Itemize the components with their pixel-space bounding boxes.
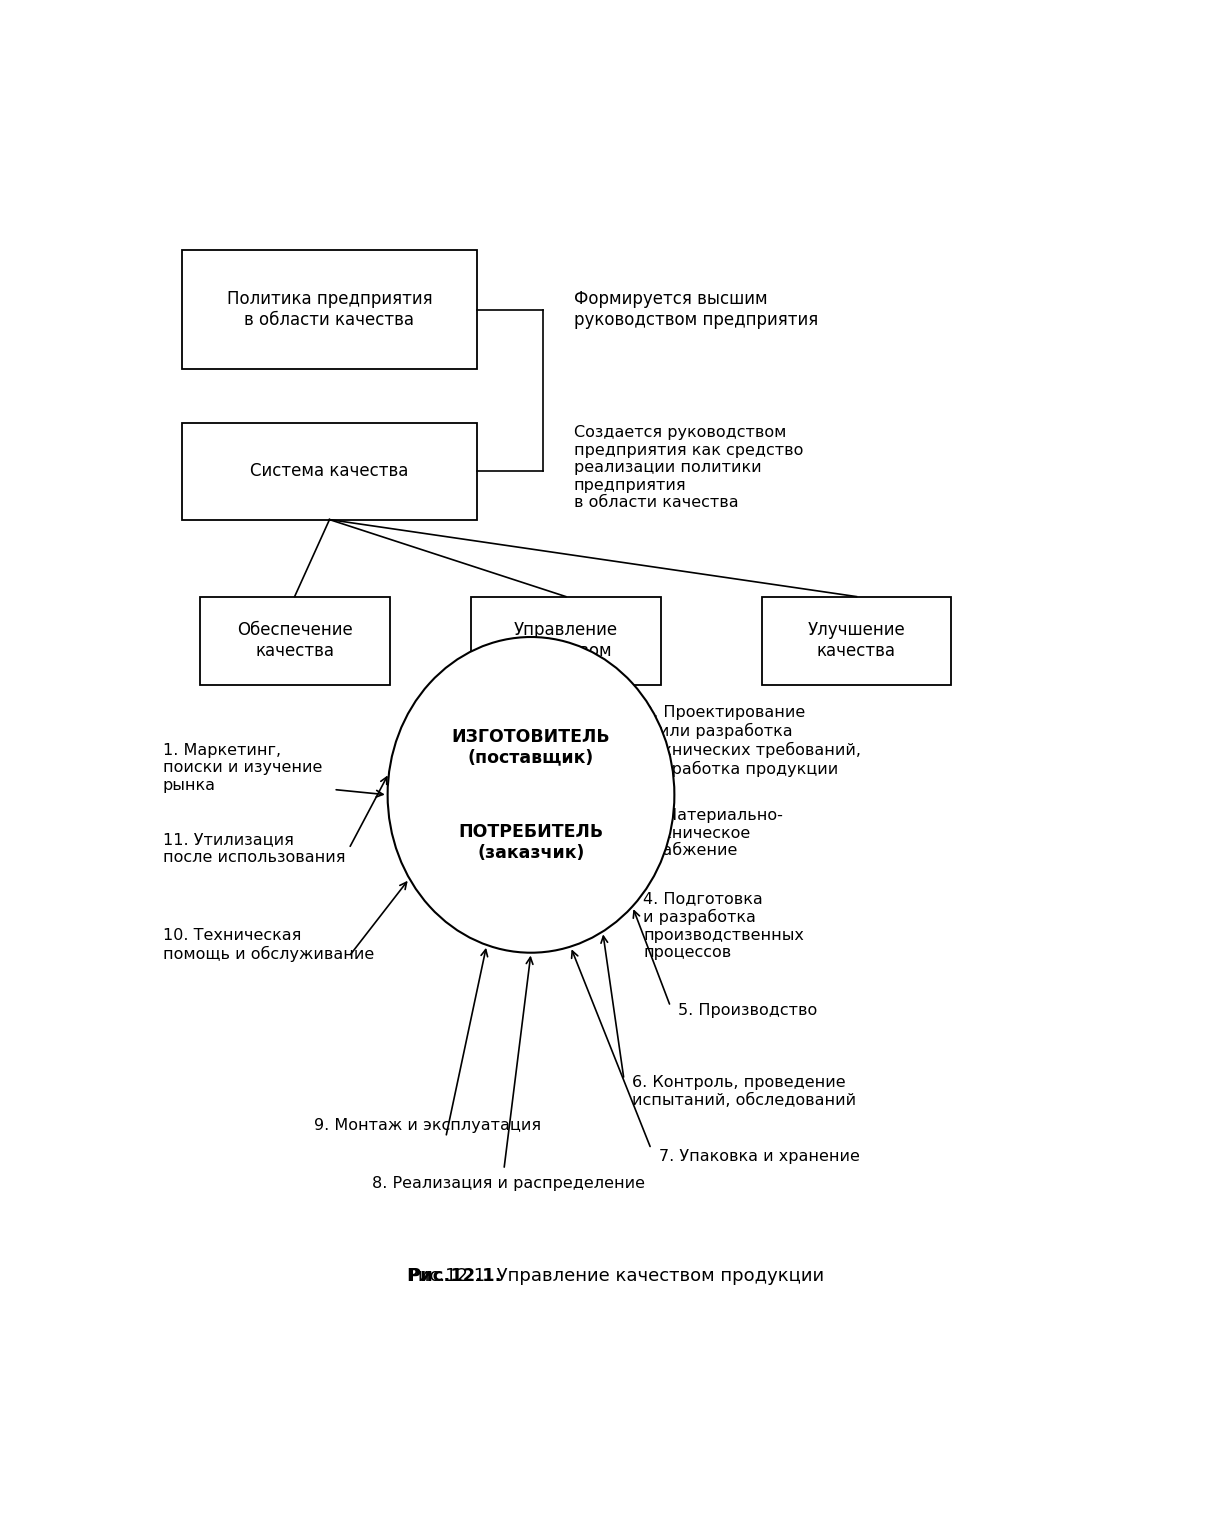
Text: Создается руководством
предприятия как средство
реализации политики
предприятия
: Создается руководством предприятия как с…: [574, 425, 803, 509]
Text: Обеспечение
качества: Обеспечение качества: [237, 621, 352, 661]
Text: Управление
качеством: Управление качеством: [514, 621, 618, 661]
Text: 10. Техническая
помощь и обслуживание: 10. Техническая помощь и обслуживание: [163, 928, 374, 962]
FancyBboxPatch shape: [200, 596, 390, 685]
FancyBboxPatch shape: [183, 251, 477, 370]
Text: Политика предприятия
в области качества: Политика предприятия в области качества: [226, 291, 432, 329]
Text: ИЗГОТОВИТЕЛЬ
(поставщик): ИЗГОТОВИТЕЛЬ (поставщик): [451, 728, 610, 766]
Ellipse shape: [387, 638, 674, 953]
Text: 5. Производство: 5. Производство: [679, 1003, 818, 1018]
Text: 11. Утилизация
после использования: 11. Утилизация после использования: [163, 833, 345, 865]
Text: 8. Реализация и распределение: 8. Реализация и распределение: [373, 1176, 645, 1191]
Text: Рис.12.1. Управление качеством продукции: Рис.12.1. Управление качеством продукции: [407, 1268, 824, 1284]
Text: 4. Подготовка
и разработка
производственных
процессов: 4. Подготовка и разработка производствен…: [644, 891, 805, 960]
Text: Система качества: Система качества: [250, 462, 409, 480]
Text: 2. Проектирование
и/или разработка
технических требований,
разработка продукции: 2. Проектирование и/или разработка техни…: [644, 705, 862, 777]
Text: Формируется высшим
руководством предприятия: Формируется высшим руководством предприя…: [574, 291, 818, 329]
Text: 7. Упаковка и хранение: 7. Упаковка и хранение: [659, 1150, 860, 1164]
Text: 9. Монтаж и эксплуатация: 9. Монтаж и эксплуатация: [315, 1118, 541, 1133]
Text: 6. Контроль, проведение
испытаний, обследований: 6. Контроль, проведение испытаний, обсле…: [632, 1075, 855, 1107]
Text: 1. Маркетинг,
поиски и изучение
рынка: 1. Маркетинг, поиски и изучение рынка: [163, 743, 322, 794]
Text: Улучшение
качества: Улучшение качества: [807, 621, 905, 661]
FancyBboxPatch shape: [471, 596, 661, 685]
Text: 3. Материально-
техническое
снабжение: 3. Материально- техническое снабжение: [644, 809, 783, 858]
Text: ПОТРЕБИТЕЛЬ
(заказчик): ПОТРЕБИТЕЛЬ (заказчик): [459, 823, 604, 862]
FancyBboxPatch shape: [183, 424, 477, 520]
FancyBboxPatch shape: [761, 596, 951, 685]
Text: Рис.12.1.: Рис.12.1.: [407, 1268, 501, 1284]
